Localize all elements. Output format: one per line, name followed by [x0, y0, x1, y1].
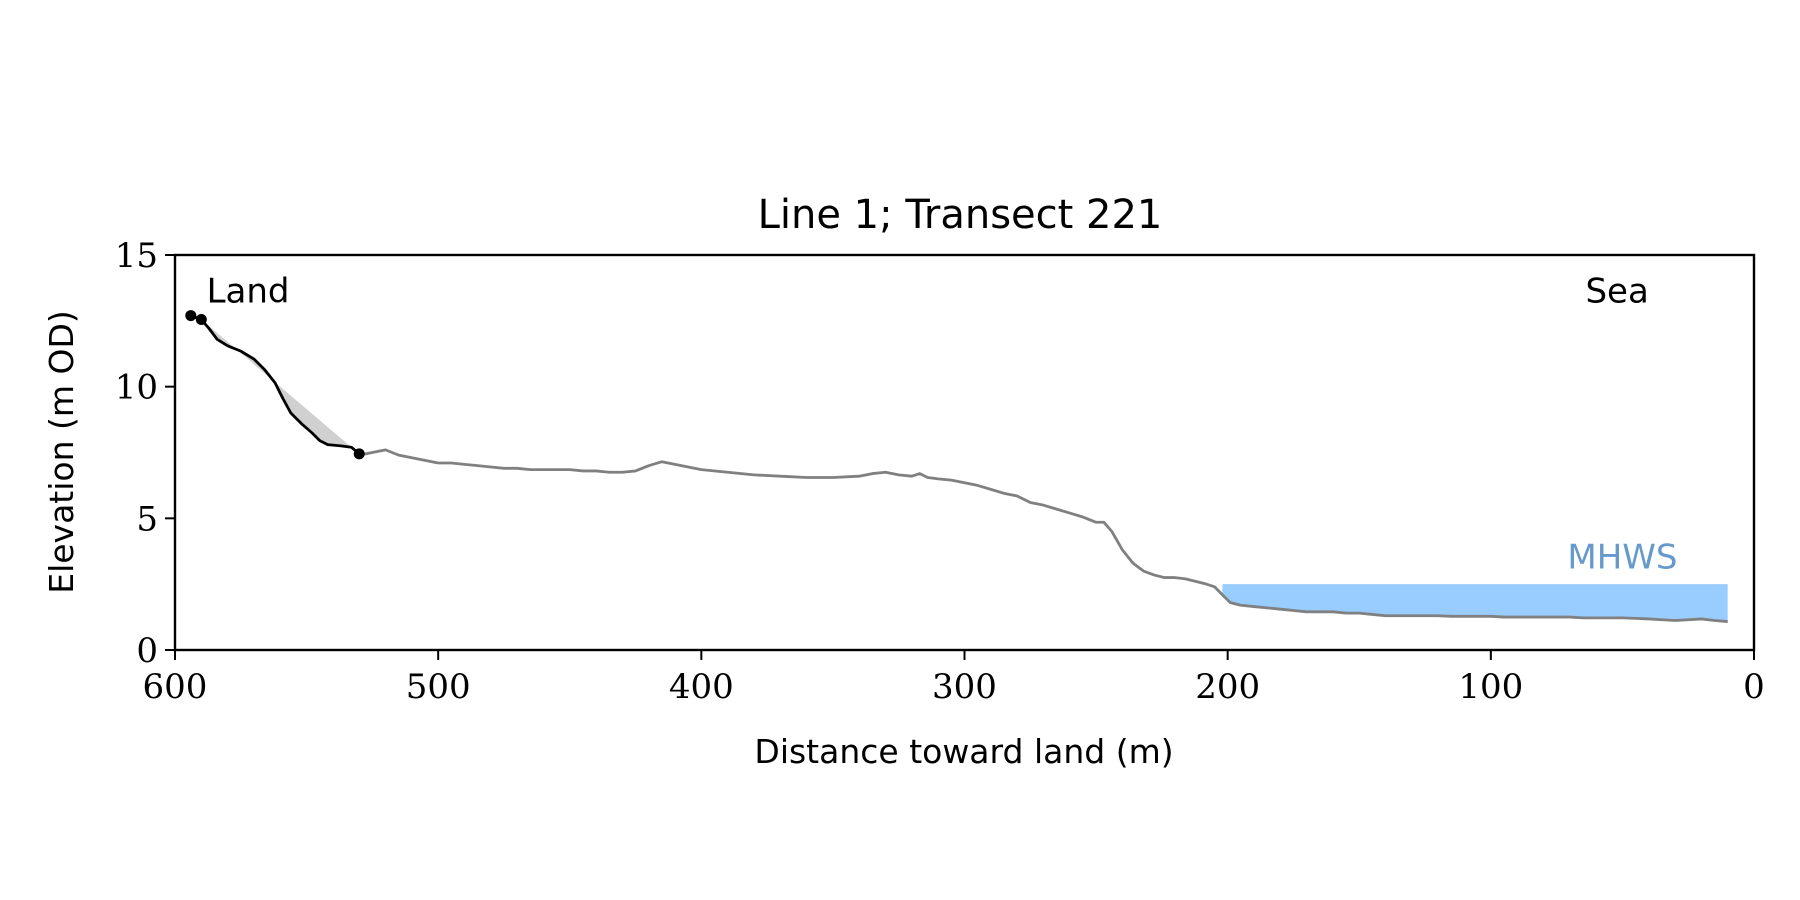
x-axis: 600 500 400 300 200 100 0	[143, 650, 1765, 707]
chart-title: Line 1; Transect 221	[758, 192, 1163, 238]
y-axis: 0 5 10 15	[115, 236, 175, 671]
marker-layer	[185, 310, 365, 460]
x-tick-label: 400	[669, 667, 734, 707]
x-tick-label: 600	[143, 667, 208, 707]
cliff-marker	[185, 310, 197, 322]
x-tick-label: 0	[1743, 667, 1765, 707]
y-tick-label: 0	[136, 631, 158, 671]
x-tick-label: 500	[406, 667, 471, 707]
plot-area	[173, 253, 1756, 652]
y-axis-label: Elevation (m OD)	[42, 310, 81, 594]
cliff-marker	[353, 448, 365, 460]
annotation-mhws: MHWS	[1567, 537, 1677, 577]
y-tick-label: 10	[115, 368, 158, 408]
profile-line	[358, 448, 1728, 623]
cliff-erosion-area	[201, 319, 360, 454]
annotation-land: Land	[207, 271, 290, 311]
cliff-profile-line	[190, 314, 361, 455]
x-tick-label: 200	[1195, 667, 1260, 707]
y-tick-label: 5	[136, 499, 158, 539]
x-tick-label: 300	[932, 667, 997, 707]
annotation-sea: Sea	[1585, 271, 1648, 311]
cliff-marker	[195, 314, 207, 326]
x-axis-label: Distance toward land (m)	[754, 732, 1173, 771]
y-tick-label: 15	[115, 236, 158, 276]
series-layer	[190, 314, 1728, 623]
x-tick-label: 100	[1458, 667, 1523, 707]
annotations: Land Sea MHWS	[207, 271, 1678, 577]
